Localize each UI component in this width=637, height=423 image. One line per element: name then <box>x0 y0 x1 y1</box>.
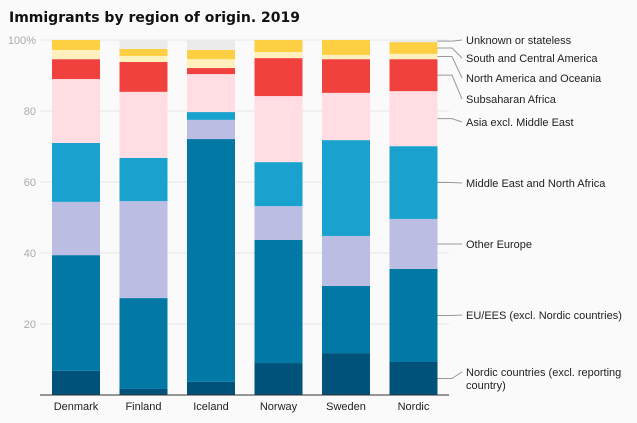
bar-segment <box>187 139 235 382</box>
y-tick-label: 60 <box>24 177 36 189</box>
legend-label: EU/EES (excl. Nordic countries) <box>466 310 622 322</box>
legend-label: Nordic countries (excl. reporting country… <box>466 367 621 392</box>
bar-segment <box>119 40 168 49</box>
bar-segment <box>187 40 235 50</box>
bar-segment <box>254 96 303 163</box>
bar-segment <box>52 49 100 60</box>
bar-segment <box>119 298 168 389</box>
bar-segment <box>119 55 168 63</box>
bar-segment <box>389 53 438 60</box>
bar-segment <box>52 201 100 256</box>
bar-segment <box>119 388 168 395</box>
bar-segment <box>389 146 438 219</box>
bar-segment <box>322 286 370 354</box>
bar-segment <box>119 91 168 158</box>
leader-line <box>437 39 463 42</box>
leader-line <box>437 74 463 100</box>
bar-segment <box>322 92 370 141</box>
bar-segment <box>119 157 168 202</box>
legend-label: Other Europe <box>466 239 532 251</box>
legend-label: North America and Oceania <box>466 73 602 85</box>
bar-segment <box>187 112 235 120</box>
bar-segment <box>389 218 438 269</box>
legend-label: Asia excl. Middle East <box>466 117 574 129</box>
bar-segment <box>187 381 235 395</box>
bar-segment <box>187 59 235 69</box>
leader-line <box>437 47 463 59</box>
bar-segment <box>254 58 303 97</box>
bar-segment <box>254 162 303 207</box>
x-tick-label: Sweden <box>326 401 366 413</box>
bar-segment <box>187 68 235 75</box>
bar-segment <box>389 42 438 54</box>
bar-segment <box>254 40 303 53</box>
bar-segment <box>254 206 303 240</box>
bar-segment <box>389 268 438 362</box>
bar-segment <box>254 239 303 364</box>
y-tick-label: 40 <box>24 248 36 260</box>
legend-label: Unknown or stateless <box>466 35 572 47</box>
bar-segment <box>52 370 100 395</box>
bar-segment <box>119 62 168 92</box>
bar-segment <box>322 40 370 55</box>
bar-segment <box>254 52 303 59</box>
x-tick-label: Denmark <box>54 401 99 413</box>
legend-label: Middle East and North Africa <box>466 178 606 190</box>
legend-label: South and Central America <box>466 53 598 65</box>
bar-segment <box>389 91 438 147</box>
bar-segment <box>52 255 100 371</box>
y-tick-label: 100% <box>8 35 36 47</box>
bar-segment <box>254 363 303 395</box>
chart-title: Immigrants by region of origin. 2019 <box>9 10 300 26</box>
x-tick-label: Norway <box>260 401 298 413</box>
legend-label-line: Nordic countries (excl. reporting <box>466 367 621 379</box>
bar-segment <box>322 59 370 93</box>
bar-segment <box>52 59 100 80</box>
bar-segment <box>119 201 168 299</box>
x-tick-label: Finland <box>125 401 161 413</box>
leader-line <box>437 56 463 79</box>
bar-segment <box>52 142 100 202</box>
bar-segment <box>389 59 438 92</box>
leader-line <box>437 118 463 123</box>
bar-segment <box>322 235 370 287</box>
bar-segment <box>52 40 100 50</box>
x-tick-label: Nordic <box>398 401 430 413</box>
bar-segment <box>119 48 168 56</box>
y-tick-label: 20 <box>24 319 36 331</box>
x-tick-label: Iceland <box>193 401 228 413</box>
legend-label: Subsaharan Africa <box>466 94 557 106</box>
bar-segment <box>389 40 438 43</box>
bar-segment <box>322 353 370 395</box>
y-tick-label: 80 <box>24 106 36 118</box>
bar-segment <box>389 361 438 395</box>
leader-line <box>437 371 463 379</box>
legend-label-line: country) <box>466 380 506 392</box>
bar-segment <box>52 79 100 143</box>
bar-segment <box>187 119 235 140</box>
bar-segment <box>322 140 370 236</box>
bar-segment <box>187 74 235 113</box>
bar-segment <box>322 54 370 60</box>
bar-segment <box>187 49 235 60</box>
